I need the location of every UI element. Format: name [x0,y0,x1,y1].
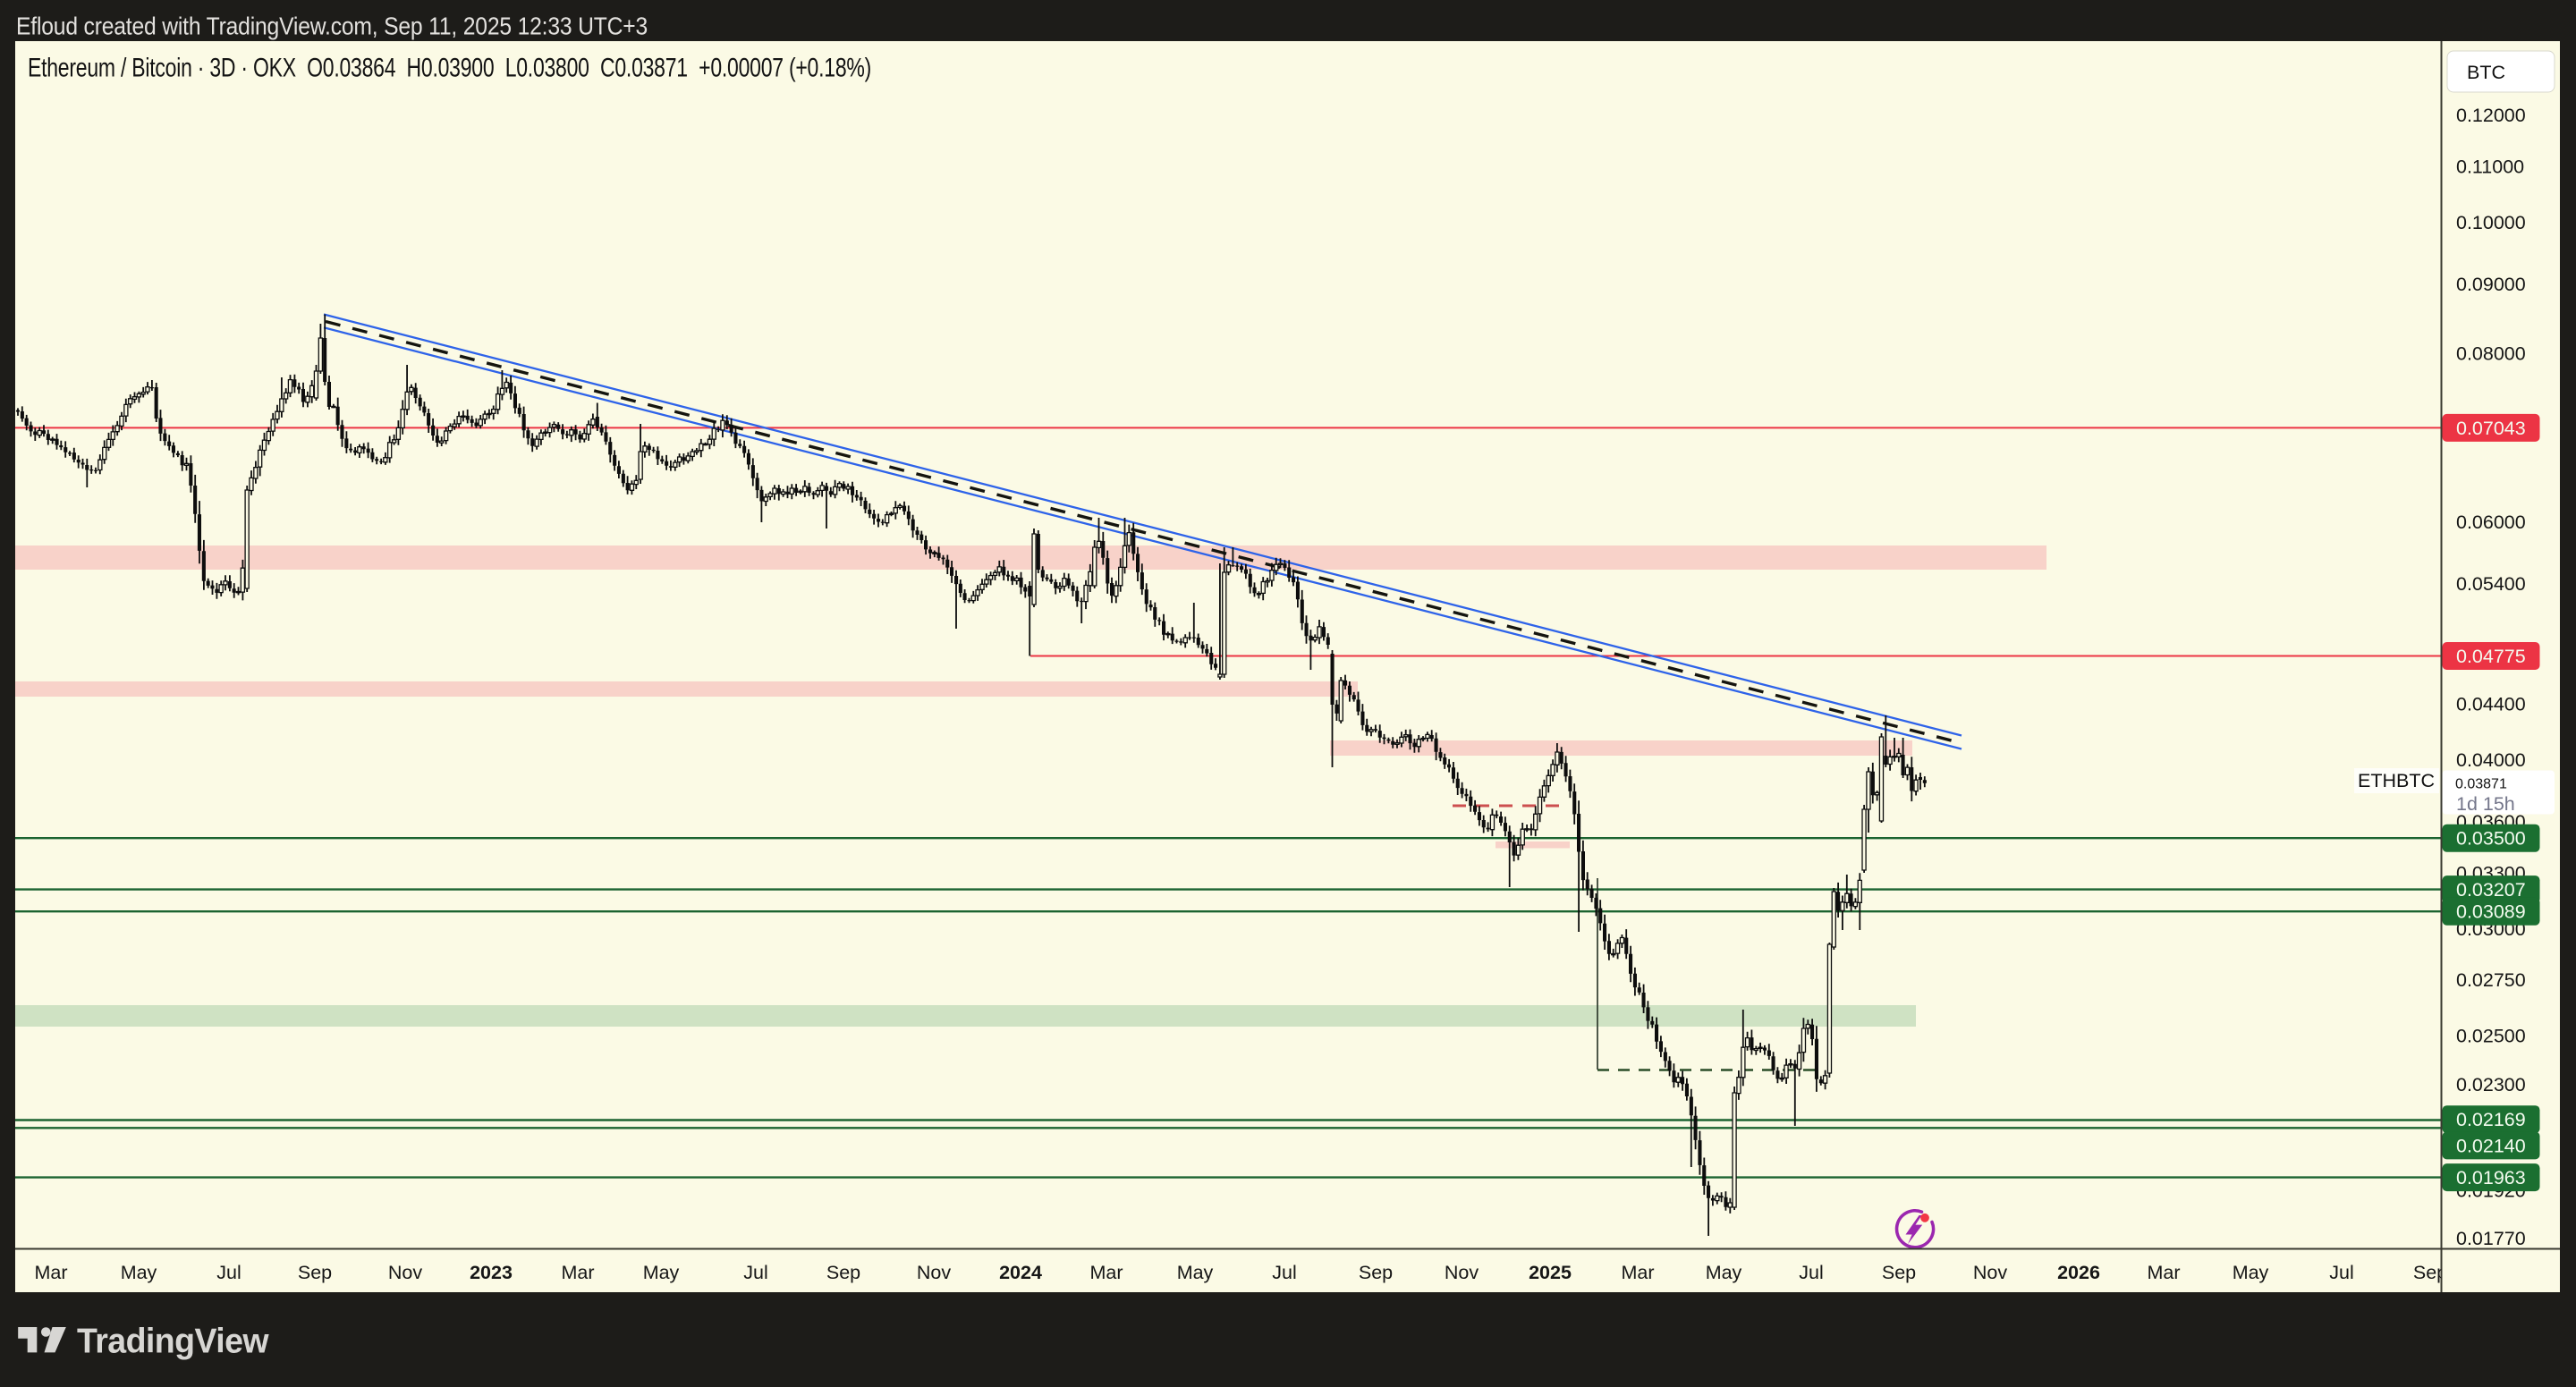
svg-text:May: May [643,1262,680,1283]
svg-text:TradingView: TradingView [77,1323,269,1361]
svg-text:2026: 2026 [2057,1262,2100,1283]
svg-text:0.02140: 0.02140 [2456,1135,2526,1156]
svg-text:Mar: Mar [561,1262,594,1283]
svg-text:0.09000: 0.09000 [2456,274,2526,295]
svg-text:Mar: Mar [2147,1262,2180,1283]
svg-text:Sep: Sep [298,1262,332,1283]
svg-text:Mar: Mar [1621,1262,1654,1283]
svg-text:0.03089: 0.03089 [2456,901,2526,923]
svg-text:0.06000: 0.06000 [2456,512,2526,533]
svg-text:0.02500: 0.02500 [2456,1026,2526,1047]
svg-text:Ethereum / Bitcoin · 3D · OKX: Ethereum / Bitcoin · 3D · OKX O0.03864 H… [28,54,871,83]
svg-text:0.02750: 0.02750 [2456,969,2526,991]
svg-text:Mar: Mar [1089,1262,1123,1283]
svg-text:BTC: BTC [2467,62,2505,83]
svg-text:Mar: Mar [34,1262,67,1283]
svg-text:2023: 2023 [470,1262,513,1283]
svg-text:2024: 2024 [999,1262,1042,1283]
svg-text:0.04775: 0.04775 [2456,646,2526,667]
svg-text:0.03500: 0.03500 [2456,828,2526,850]
svg-text:Efloud created with TradingVie: Efloud created with TradingView.com, Sep… [16,13,648,40]
svg-text:0.04400: 0.04400 [2456,694,2526,715]
svg-text:0.03207: 0.03207 [2456,879,2526,901]
svg-text:Sep: Sep [826,1262,860,1283]
svg-text:May: May [1706,1262,1742,1283]
svg-text:0.11000: 0.11000 [2456,156,2524,177]
svg-text:Sep: Sep [1359,1262,1393,1283]
svg-text:Nov: Nov [388,1262,422,1283]
svg-text:Nov: Nov [917,1262,951,1283]
svg-text:0.02169: 0.02169 [2456,1109,2526,1130]
svg-text:May: May [2233,1262,2269,1283]
svg-text:0.12000: 0.12000 [2456,105,2526,126]
svg-text:May: May [121,1262,157,1283]
svg-text:1d 15h: 1d 15h [2456,793,2515,815]
svg-text:0.04000: 0.04000 [2456,749,2526,771]
svg-text:0.07043: 0.07043 [2456,418,2526,439]
svg-text:May: May [1177,1262,1214,1283]
svg-text:0.03871: 0.03871 [2455,777,2507,792]
svg-text:2025: 2025 [1529,1262,1572,1283]
svg-text:Sep: Sep [1882,1262,1916,1283]
svg-text:Nov: Nov [1973,1262,2007,1283]
svg-text:0.02300: 0.02300 [2456,1074,2526,1095]
svg-text:0.05400: 0.05400 [2456,573,2526,595]
svg-text:ETHBTC: ETHBTC [2358,770,2435,791]
svg-text:Sep: Sep [2413,1262,2447,1283]
svg-text:Nov: Nov [1445,1262,1479,1283]
svg-text:0.10000: 0.10000 [2456,212,2526,233]
svg-text:0.01963: 0.01963 [2456,1167,2526,1188]
svg-text:0.08000: 0.08000 [2456,343,2526,364]
svg-text:Jul: Jul [216,1262,241,1283]
svg-text:Jul: Jul [1799,1262,1823,1283]
svg-text:0.01770: 0.01770 [2456,1228,2526,1249]
svg-text:Jul: Jul [1272,1262,1296,1283]
svg-text:Jul: Jul [743,1262,767,1283]
svg-text:Jul: Jul [2329,1262,2353,1283]
